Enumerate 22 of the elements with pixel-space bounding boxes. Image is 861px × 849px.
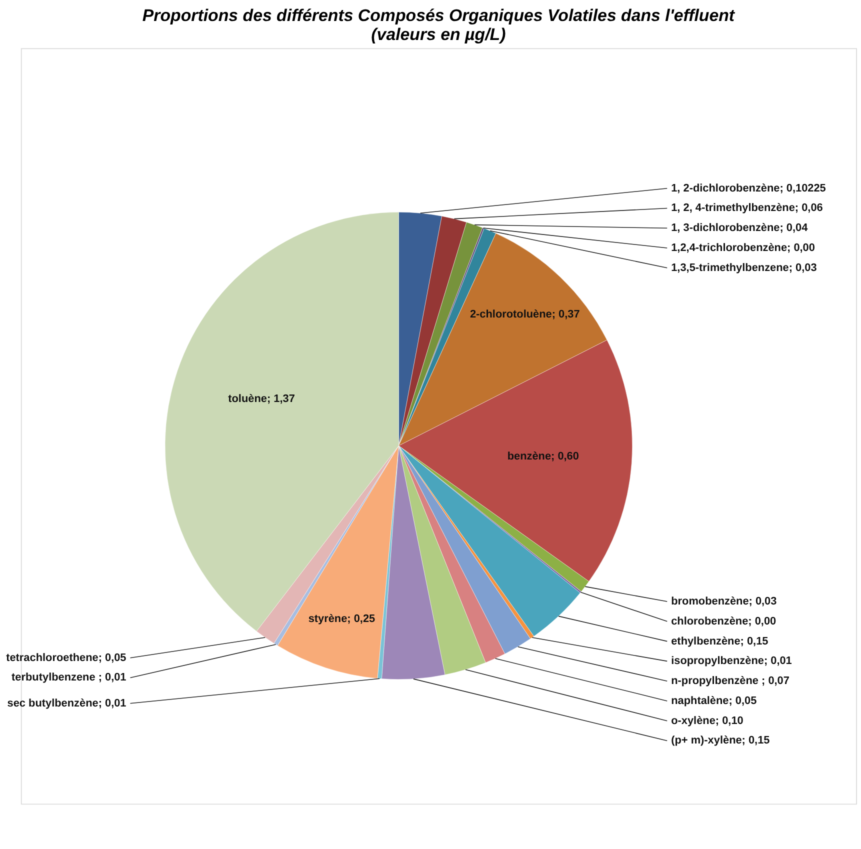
text: (valeurs en µg/L) — [371, 25, 506, 44]
slice-label: chlorobenzène; 0,00 — [671, 615, 776, 628]
slice-label: n-propylbenzène ; 0,07 — [671, 675, 790, 688]
slice-label: ethylbenzène; 0,15 — [671, 635, 768, 648]
slice-label: tetrachloroethene; 0,05 — [6, 652, 126, 664]
slice-label: sec butylbenzène; 0,01 — [7, 697, 126, 710]
slice-label: terbutylbenzene ; 0,01 — [12, 672, 126, 684]
slice-label: o-xylène; 0,10 — [671, 714, 744, 727]
slice-label: 2-chlorotoluène; 0,37 — [470, 308, 580, 320]
slice-label: benzène; 0,60 — [507, 450, 579, 463]
text: Proportions des différents Composés Organiques Volatiles dans l'effluent — [142, 6, 735, 26]
slice-label: 1, 2-dichlorobenzène; 0,10225 — [671, 182, 826, 194]
slice-label: 1,2,4-trichlorobenzène; 0,00 — [671, 242, 815, 254]
slice-label: isopropylbenzène; 0,01 — [671, 655, 792, 668]
slice-label: (p+ m)-xylène; 0,15 — [671, 734, 770, 747]
slice-label: styrène; 0,25 — [308, 612, 376, 625]
slice-label: naphtalène; 0,05 — [671, 694, 757, 707]
slice-label: bromobenzène; 0,03 — [671, 596, 777, 608]
slice-label: 1, 3-dichlorobenzène; 0,04 — [671, 222, 809, 234]
slice-label: 1,3,5-trimethylbenzene; 0,03 — [671, 262, 817, 274]
slice-label: 1, 2, 4-trimethylbenzène; 0,06 — [671, 202, 823, 214]
slice-label: toluène; 1,37 — [228, 393, 295, 406]
